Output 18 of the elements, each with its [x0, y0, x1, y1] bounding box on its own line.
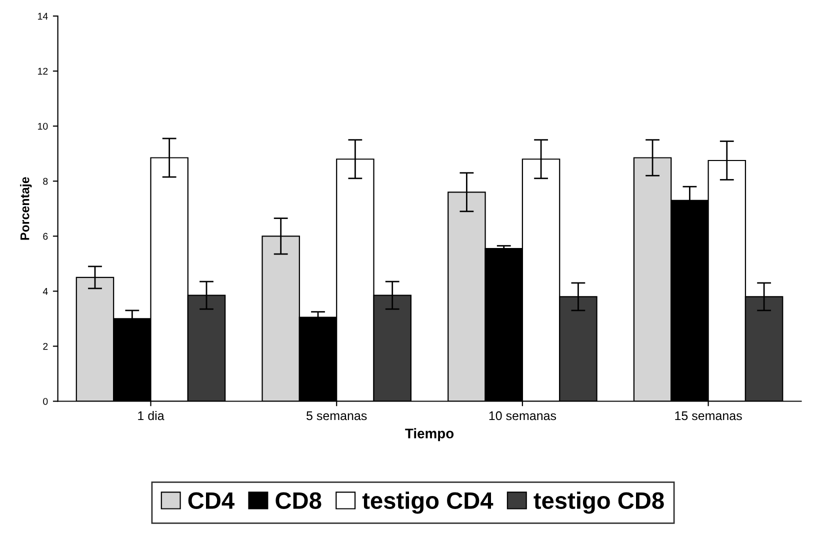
- y-tick-label: 8: [43, 178, 48, 185]
- x-axis-title: Tiempo: [405, 428, 454, 442]
- legend-label: testigo CD4: [362, 492, 494, 514]
- y-tick-label: 0: [43, 398, 48, 405]
- x-tick-label: 5 semanas: [306, 411, 367, 420]
- y-tick-label: 2: [43, 342, 48, 350]
- legend-label: CD8: [276, 492, 322, 509]
- y-tick-label: 14: [38, 12, 48, 20]
- y-tick-label: 4: [42, 288, 48, 295]
- legend-label: CD4: [188, 492, 234, 509]
- y-tick-label: 12: [38, 68, 48, 75]
- y-tick-label: 10: [38, 122, 48, 130]
- y-axis-title: Porcentaje: [20, 177, 32, 240]
- legend-label: testigo CD8: [534, 492, 664, 514]
- x-tick-label: 1 dia: [138, 410, 164, 420]
- y-tick-label: 6: [43, 232, 48, 240]
- x-tick-label: 10 semanas: [489, 411, 556, 420]
- x-tick-label: 15 semanas: [675, 411, 742, 420]
